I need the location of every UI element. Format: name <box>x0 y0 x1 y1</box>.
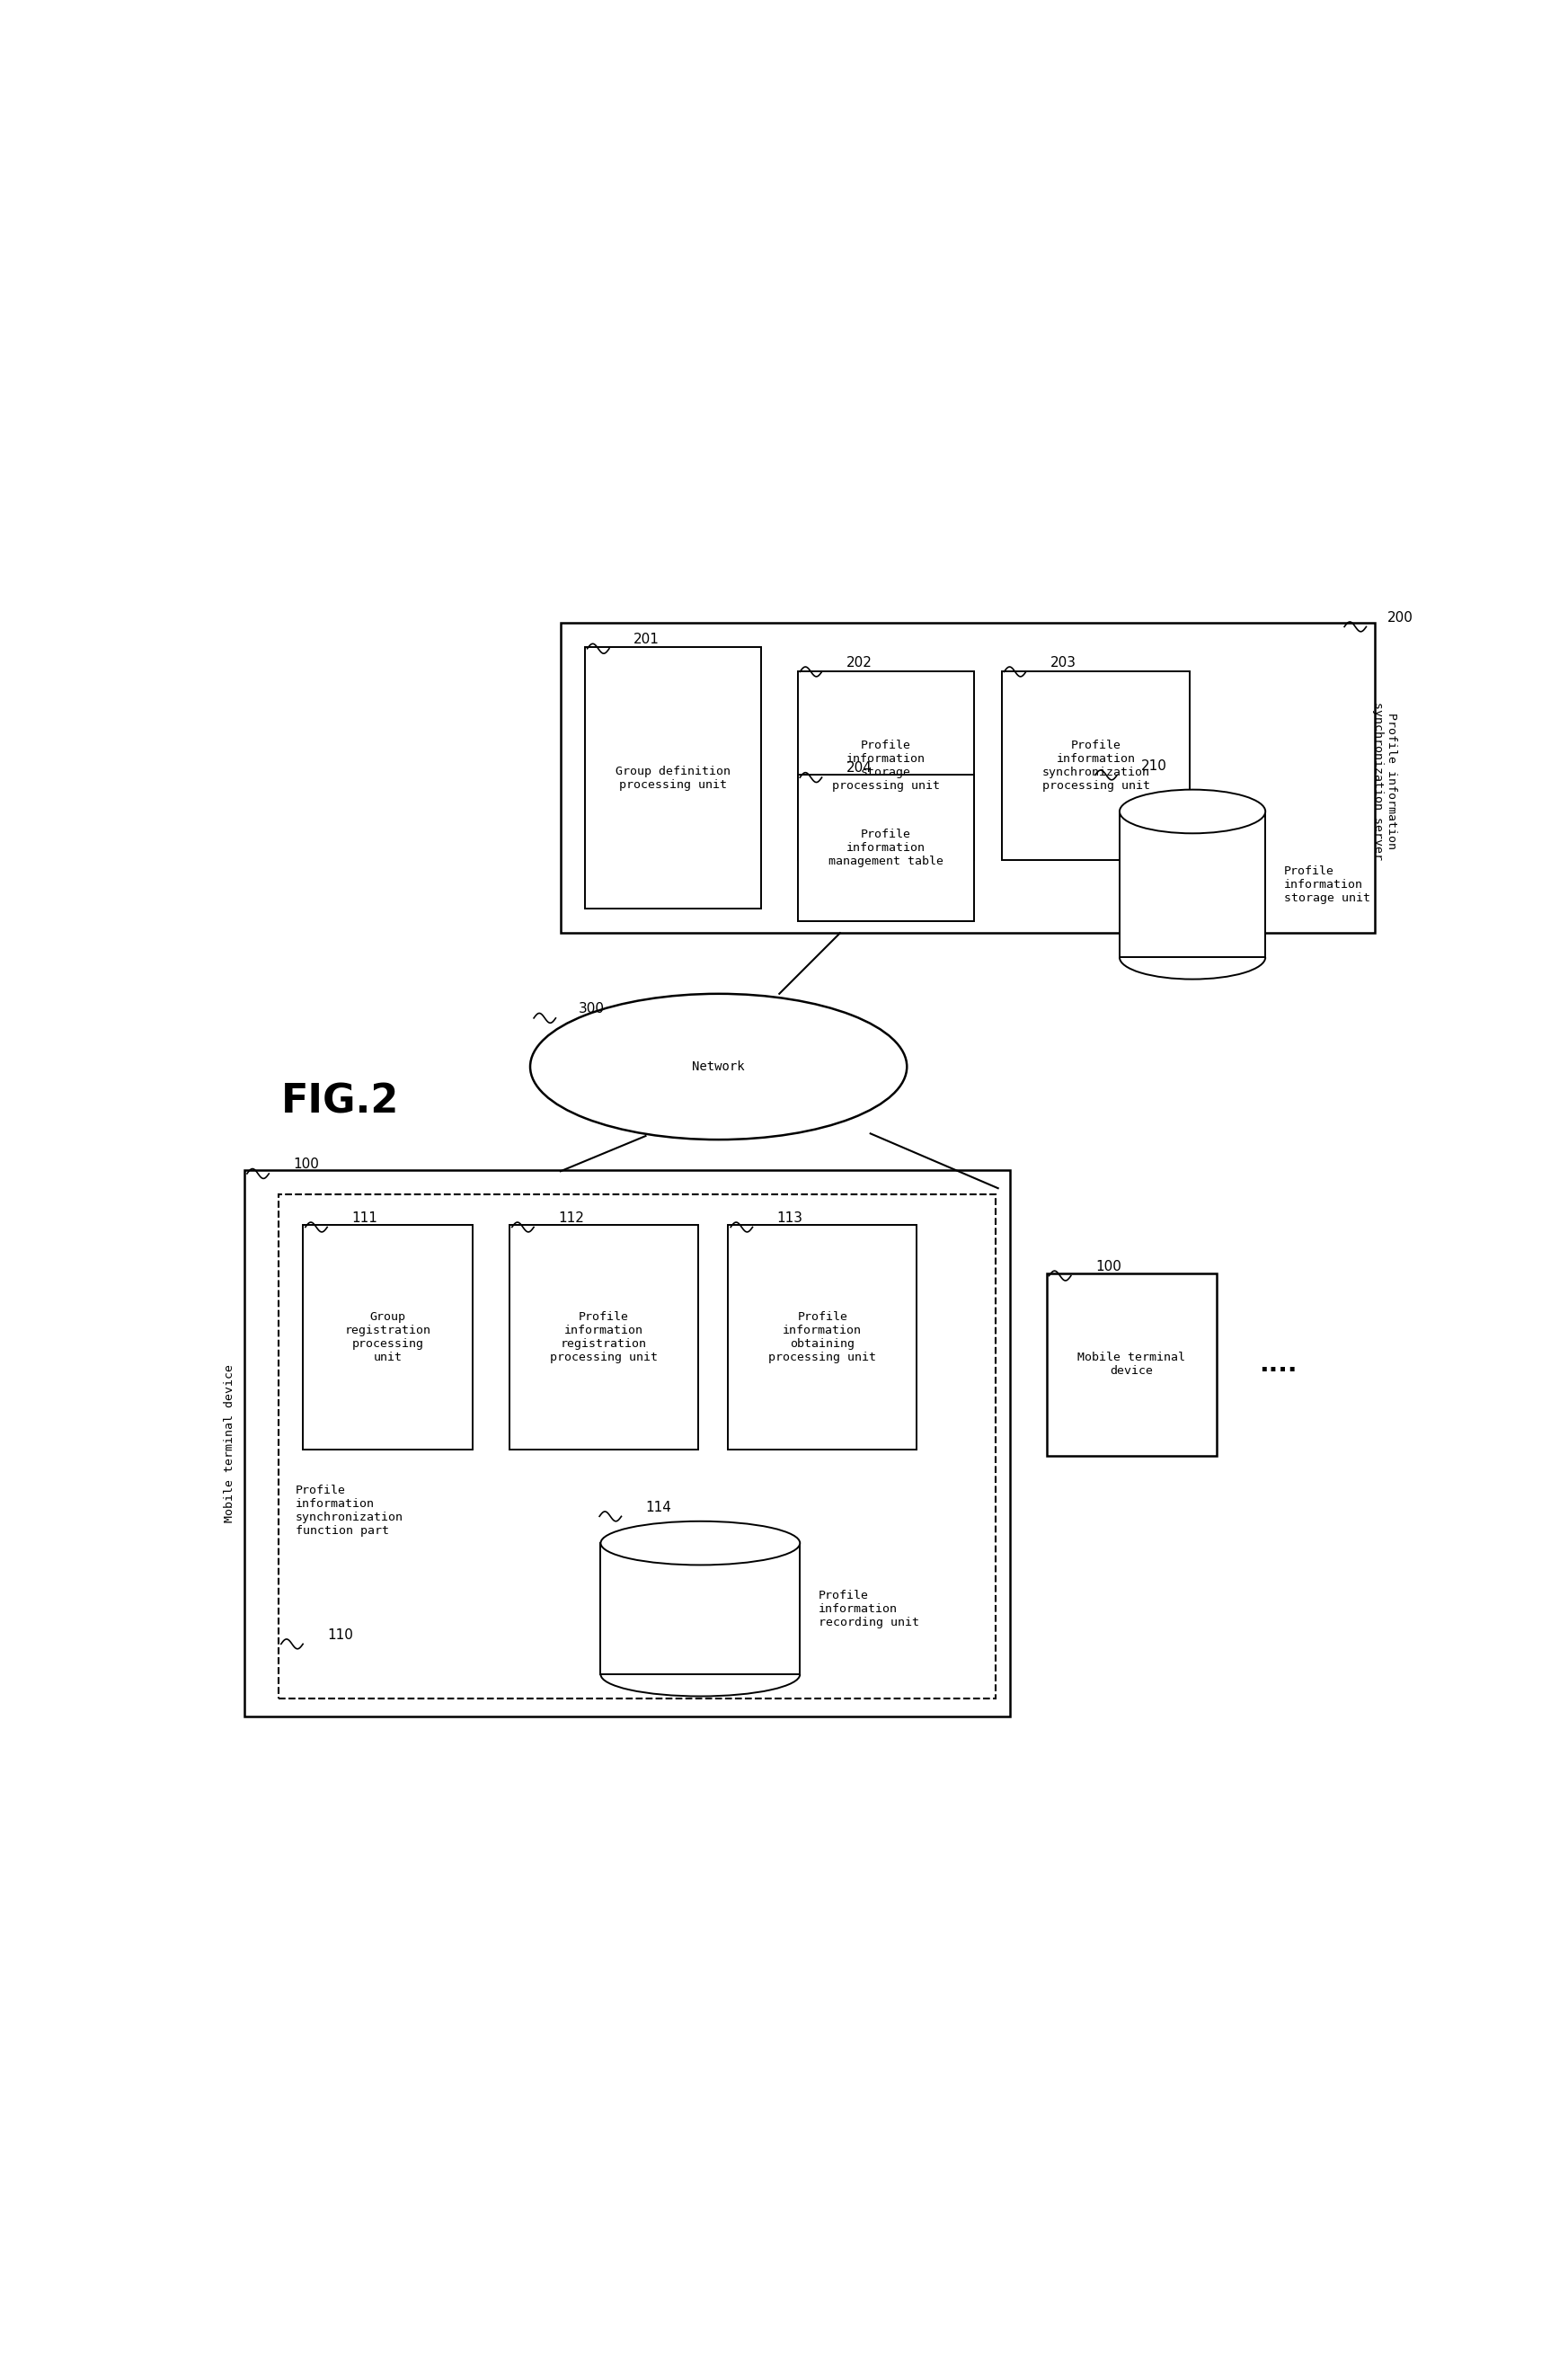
Text: Group
registration
processing
unit: Group registration processing unit <box>345 1312 431 1362</box>
Text: Profile
information
obtaining
processing unit: Profile information obtaining processing… <box>768 1312 877 1362</box>
Text: Profile
information
synchronization
function part: Profile information synchronization func… <box>296 1483 403 1536</box>
Text: FIG.2: FIG.2 <box>281 1084 400 1122</box>
Text: 114: 114 <box>646 1500 671 1514</box>
Bar <box>601 1543 800 1673</box>
Bar <box>279 1193 996 1700</box>
Text: 203: 203 <box>1051 656 1076 670</box>
Bar <box>303 1224 474 1450</box>
Text: Profile
information
storage
processing unit: Profile information storage processing u… <box>831 739 939 792</box>
Bar <box>798 775 974 920</box>
Text: Profile
information
management table: Profile information management table <box>828 830 942 868</box>
Text: 113: 113 <box>776 1212 803 1224</box>
Text: Profile information
synchronization server: Profile information synchronization serv… <box>1372 701 1397 860</box>
Bar <box>1120 811 1265 958</box>
Bar <box>561 623 1375 934</box>
Text: Group definition
processing unit: Group definition processing unit <box>616 765 731 792</box>
Ellipse shape <box>601 1521 800 1564</box>
Text: Mobile terminal
device: Mobile terminal device <box>1077 1353 1185 1376</box>
Text: Profile
information
synchronization
processing unit: Profile information synchronization proc… <box>1043 739 1149 792</box>
Bar <box>1002 673 1190 860</box>
Text: 110: 110 <box>328 1628 353 1643</box>
Text: Profile
information
registration
processing unit: Profile information registration process… <box>550 1312 657 1362</box>
Ellipse shape <box>530 994 906 1139</box>
Bar <box>798 673 974 860</box>
Bar <box>585 647 760 908</box>
Text: Mobile terminal device: Mobile terminal device <box>224 1364 235 1524</box>
Text: 300: 300 <box>579 1003 605 1015</box>
Text: Profile
information
storage unit: Profile information storage unit <box>1284 865 1370 903</box>
Text: Profile
information
recording unit: Profile information recording unit <box>818 1590 919 1628</box>
Bar <box>510 1224 698 1450</box>
Text: 111: 111 <box>351 1212 378 1224</box>
Text: 112: 112 <box>558 1212 583 1224</box>
Bar <box>728 1224 917 1450</box>
Text: 201: 201 <box>633 632 660 647</box>
Text: ....: .... <box>1259 1353 1297 1376</box>
Ellipse shape <box>1120 789 1265 834</box>
Text: 100: 100 <box>293 1158 320 1172</box>
Bar <box>245 1169 1010 1716</box>
Text: 204: 204 <box>847 761 872 775</box>
Bar <box>1046 1274 1217 1455</box>
Text: 210: 210 <box>1142 758 1167 773</box>
Text: 202: 202 <box>847 656 872 670</box>
Text: 100: 100 <box>1094 1260 1121 1274</box>
Text: Network: Network <box>691 1060 745 1072</box>
Text: 200: 200 <box>1386 611 1413 625</box>
